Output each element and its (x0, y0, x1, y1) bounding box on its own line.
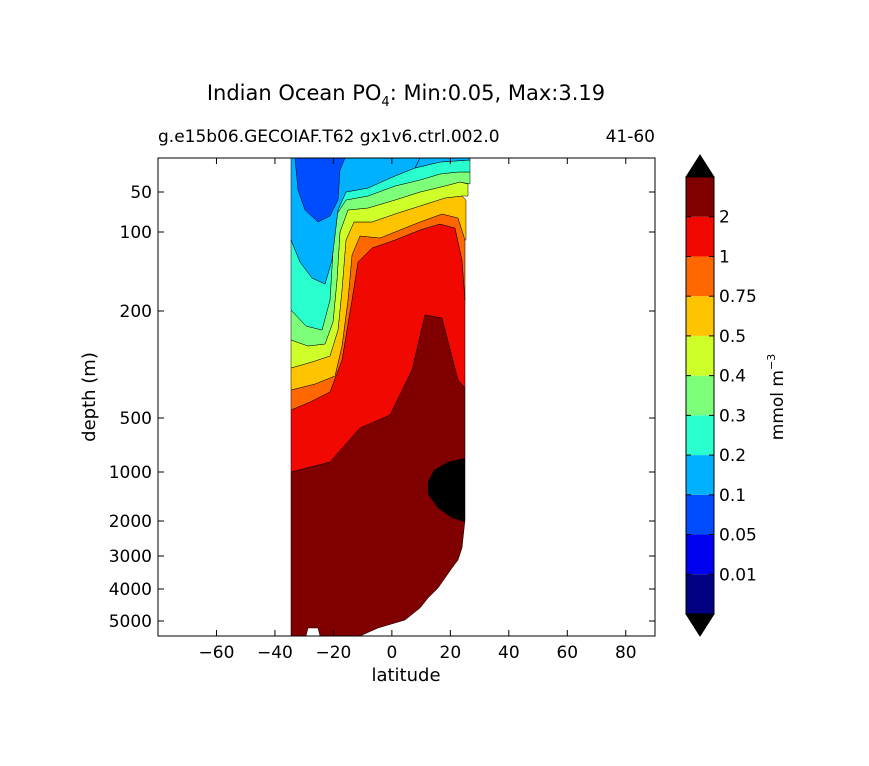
y-tick-label: 50 (130, 183, 152, 203)
chart-subtitle-left: g.e15b06.GECOIAF.T62 gx1v6.ctrl.002.0 (158, 127, 500, 147)
colorbar-segment (686, 494, 714, 535)
y-tick-label: 100 (120, 223, 152, 243)
colorbar-extend-min (685, 613, 715, 637)
contour-fill-over-max (428, 458, 465, 522)
colorbar-segment (686, 177, 714, 217)
contour-fill-005 (294, 158, 346, 223)
x-tick-label: −20 (315, 643, 351, 663)
y-tick-label: 500 (120, 409, 152, 429)
x-tick-label: 20 (440, 643, 462, 663)
colorbar-tick-label: 1 (719, 247, 730, 267)
colorbar-segment (686, 296, 714, 336)
colorbar-segment (686, 335, 714, 376)
y-tick-label: 5000 (109, 612, 152, 632)
colorbar-tick-label: 0.5 (719, 327, 746, 347)
colorbar-segment (686, 455, 714, 495)
x-axis-label: latitude (371, 665, 440, 686)
colorbar-tick-label: 0.01 (719, 565, 757, 585)
colorbar-extend-max (685, 154, 715, 178)
y-tick-label: 3000 (109, 547, 152, 567)
y-axis-label: depth (m) (79, 352, 100, 442)
colorbar-segment (686, 216, 714, 257)
colorbar-tick-label: 0.75 (719, 287, 757, 307)
chart-subtitle-right: 41-60 (606, 127, 655, 147)
x-tick-label: −60 (199, 643, 235, 663)
colorbar-segment (686, 415, 714, 456)
colorbar-frame (685, 176, 715, 615)
plot-area (157, 157, 656, 637)
x-tick-label: 0 (386, 643, 397, 663)
colorbar: 0.01 0.05 0.1 0.2 0.3 0.4 0.5 0.75 1 2 (685, 154, 757, 637)
colorbar-segment (686, 534, 714, 575)
colorbar-label: mmol m−3 (765, 354, 788, 440)
colorbar-tick-label: 0.05 (719, 526, 757, 546)
y-tick-label: 200 (120, 302, 152, 322)
plot-frame (157, 157, 656, 637)
x-axis: −60 −40 −20 0 20 40 60 80 (199, 158, 637, 663)
colorbar-segment (686, 574, 714, 614)
x-tick-label: 60 (556, 643, 578, 663)
contour-fills (290, 158, 471, 636)
y-tick-label: 1000 (109, 463, 152, 483)
x-tick-label: 40 (498, 643, 520, 663)
x-tick-label: −40 (257, 643, 293, 663)
colorbar-tick-label: 0.4 (719, 367, 746, 387)
colorbar-tick-label: 0.2 (719, 446, 746, 466)
colorbar-tick-label: 0.1 (719, 486, 746, 506)
y-axis: 50 100 200 500 1000 2000 3000 4000 5000 (109, 183, 655, 632)
colorbar-segment (686, 256, 714, 297)
chart-title: Indian Ocean PO4: Min:0.05, Max:3.19 (207, 81, 605, 110)
y-tick-label: 4000 (109, 580, 152, 600)
colorbar-tick-label: 0.3 (719, 406, 746, 426)
colorbar-tick-label: 2 (719, 208, 730, 228)
colorbar-segment (686, 375, 714, 416)
x-tick-label: 80 (615, 643, 637, 663)
y-tick-label: 2000 (109, 512, 152, 532)
